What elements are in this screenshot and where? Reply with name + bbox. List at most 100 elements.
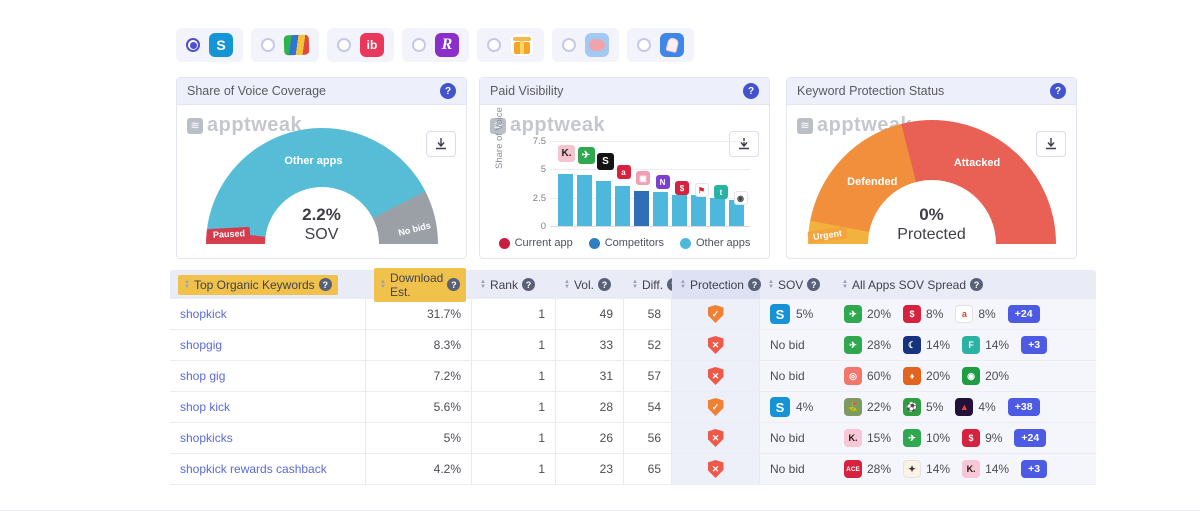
download-chart-button[interactable] bbox=[426, 131, 456, 157]
help-icon[interactable]: ? bbox=[747, 278, 761, 291]
table-row: shopkick rewards cashback 4.2% 1 23 65 ✕ No bi… bbox=[170, 454, 1096, 485]
cell-download: 8.3% bbox=[366, 330, 472, 360]
shield-attacked-icon: ✕ bbox=[707, 460, 724, 478]
column-header-protection[interactable]: ▲ ▼ Protection? bbox=[672, 270, 761, 299]
table-header-row: ▲ ▼ Top Organic Keywords? ▲ ▼ Download Est.? ▲… bbox=[170, 267, 1096, 302]
radio-dot bbox=[491, 42, 498, 49]
sort-icon[interactable]: ▲ ▼ bbox=[184, 279, 190, 290]
header-label: Diff. bbox=[641, 277, 664, 292]
keyword-link[interactable]: shopkicks bbox=[180, 431, 233, 445]
spread-app: ◉ 20% bbox=[962, 367, 1009, 385]
sort-icon[interactable]: ▲ ▼ bbox=[480, 279, 486, 290]
sov-coverage-card: Share of Voice Coverage ? ≋ apptweak Pau… bbox=[176, 77, 467, 259]
more-apps-badge[interactable]: +38 bbox=[1007, 398, 1040, 416]
sov-coverage-card-header: Share of Voice Coverage ? bbox=[177, 78, 466, 105]
legend-dot bbox=[679, 237, 691, 249]
paid-visibility-bar-chart: 0 2.5 5 7.5 bbox=[533, 136, 750, 232]
protected-label: Protected bbox=[897, 226, 966, 243]
help-icon[interactable]: ? bbox=[447, 278, 461, 291]
app-option-piggy-app[interactable] bbox=[552, 28, 619, 62]
y-axis-label: Share of Voice bbox=[494, 107, 505, 169]
column-header-vol[interactable]: ▲ ▼ Vol.? bbox=[556, 270, 624, 299]
radio-button[interactable] bbox=[637, 38, 651, 52]
spread-app: ✈ 10% bbox=[903, 429, 950, 447]
app-option-s-app[interactable]: S bbox=[176, 28, 243, 62]
more-apps-badge[interactable]: +24 bbox=[1014, 429, 1047, 447]
app-option-hand-app[interactable] bbox=[627, 28, 694, 62]
bar bbox=[634, 190, 649, 226]
cell-protection: ✕ bbox=[672, 454, 760, 484]
keyword-link[interactable]: shop kick bbox=[180, 400, 231, 414]
help-icon[interactable]: ? bbox=[521, 278, 535, 291]
sort-icon[interactable]: ▲ ▼ bbox=[842, 279, 848, 290]
shield-defended-icon: ✓ bbox=[707, 398, 724, 416]
sov-value: No bid bbox=[770, 369, 805, 383]
cell-protection: ✓ bbox=[672, 299, 760, 329]
more-apps-badge[interactable]: +24 bbox=[1007, 305, 1040, 323]
cell-diff: 58 bbox=[624, 299, 672, 329]
keyword-link[interactable]: shop gig bbox=[180, 369, 226, 383]
spread-app: ☾ 14% bbox=[903, 336, 950, 354]
spread-app: K. 15% bbox=[844, 429, 891, 447]
download-chart-button[interactable] bbox=[729, 131, 759, 157]
sort-icon[interactable]: ▲ ▼ bbox=[768, 279, 774, 290]
sort-icon[interactable]: ▲ ▼ bbox=[564, 279, 570, 290]
spread-app-icon: ◎ bbox=[844, 367, 862, 385]
sort-icon[interactable]: ▲ ▼ bbox=[380, 279, 386, 290]
help-icon[interactable]: ? bbox=[597, 278, 611, 291]
radio-button[interactable] bbox=[487, 38, 501, 52]
y-tick-label: 0 bbox=[540, 221, 546, 232]
radio-button[interactable] bbox=[562, 38, 576, 52]
spread-app-icon: K. bbox=[844, 429, 862, 447]
help-icon[interactable]: ? bbox=[318, 278, 332, 291]
radio-button[interactable] bbox=[412, 38, 426, 52]
column-header-sov[interactable]: ▲ ▼ SOV? bbox=[760, 270, 834, 299]
bar-app-icon: a bbox=[616, 165, 631, 179]
help-icon[interactable]: ? bbox=[743, 83, 759, 99]
spread-app-icon: ✦ bbox=[903, 460, 922, 478]
sort-icon[interactable]: ▲ ▼ bbox=[632, 279, 638, 290]
column-header-download[interactable]: ▲ ▼ Download Est.? bbox=[366, 267, 472, 302]
spread-app-icon: ⚽ bbox=[903, 398, 922, 416]
legend-dot bbox=[588, 237, 600, 249]
column-header-spread[interactable]: ▲ ▼ All Apps SOV Spread? bbox=[834, 270, 1096, 299]
keyword-link[interactable]: shopkick bbox=[180, 307, 227, 321]
sort-icon[interactable]: ▲ ▼ bbox=[680, 279, 686, 290]
column-header-rank[interactable]: ▲ ▼ Rank? bbox=[472, 270, 556, 299]
column-header-keyword[interactable]: ▲ ▼ Top Organic Keywords? bbox=[170, 270, 366, 299]
help-icon[interactable]: ? bbox=[970, 278, 984, 291]
spread-app-icon: ◉ bbox=[962, 367, 981, 385]
spread-app-icon: ✈ bbox=[844, 305, 862, 323]
keyword-link[interactable]: shopkick rewards cashback bbox=[180, 462, 327, 476]
shield-defended-icon: ✓ bbox=[707, 305, 724, 323]
keyword-link[interactable]: shopgig bbox=[180, 338, 223, 352]
spread-value: 8% bbox=[978, 307, 996, 321]
column-header-diff[interactable]: ▲▼Diff.? bbox=[624, 270, 681, 299]
radio-button[interactable] bbox=[261, 38, 275, 52]
app-option-r-app[interactable]: R bbox=[402, 28, 469, 62]
help-icon[interactable]: ? bbox=[1050, 83, 1066, 99]
help-icon[interactable]: ? bbox=[807, 278, 821, 291]
hand-app-icon bbox=[660, 33, 684, 57]
bar bbox=[615, 186, 630, 226]
more-apps-badge[interactable]: +3 bbox=[1021, 460, 1048, 478]
more-apps-badge[interactable]: +3 bbox=[1021, 336, 1048, 354]
app-option-gift-app[interactable] bbox=[477, 28, 544, 62]
spread-app: a 8% bbox=[955, 305, 996, 323]
app-option-stripes-app[interactable] bbox=[251, 28, 319, 62]
download-chart-button[interactable] bbox=[1036, 131, 1066, 157]
spread-app-icon: a bbox=[955, 305, 974, 323]
bar-app-icon: ⚑ bbox=[694, 183, 709, 197]
sov-coverage-title: Share of Voice Coverage bbox=[187, 84, 326, 98]
radio-button[interactable] bbox=[337, 38, 351, 52]
app-option-ib-app[interactable]: ib bbox=[327, 28, 394, 62]
help-icon[interactable]: ? bbox=[440, 83, 456, 99]
radio-button[interactable] bbox=[186, 38, 200, 52]
spread-app: $8% bbox=[903, 305, 943, 323]
cell-sov: No bid bbox=[760, 454, 834, 484]
cell-rank: 1 bbox=[472, 361, 556, 391]
header-label: SOV bbox=[777, 277, 804, 292]
sov-coverage-body: ≋ apptweak Paused Other apps No bids 2.2… bbox=[177, 105, 466, 258]
header-label: Top Organic Keywords bbox=[193, 277, 315, 292]
